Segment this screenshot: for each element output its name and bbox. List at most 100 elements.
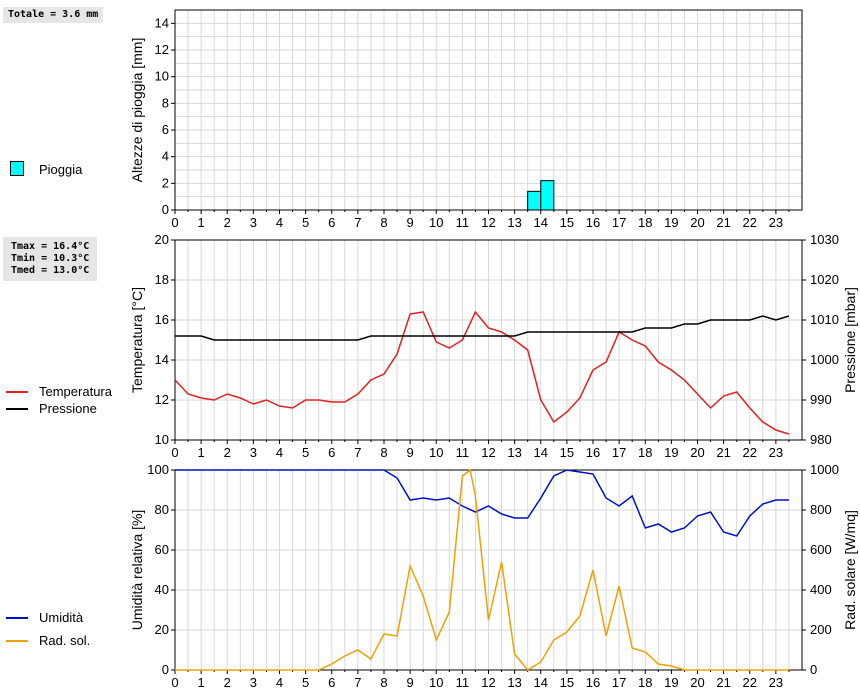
chart3-xtick-label: 12: [481, 675, 495, 690]
chart2-xtick-label: 7: [354, 445, 361, 460]
chart1-xtick-label: 6: [328, 215, 335, 230]
chart1-xtick-label: 4: [276, 215, 283, 230]
humidity-line: [175, 469, 789, 537]
chart2-xtick-label: 20: [690, 445, 704, 460]
chart3-ytick-label: 100: [147, 462, 169, 477]
chart2-ytick-label: 16: [155, 312, 169, 327]
chart3-xtick-label: 19: [664, 675, 678, 690]
rain-total-text: Totale = 3.6 mm: [8, 9, 99, 20]
chart3-ytick-label: 20: [155, 622, 169, 637]
chart2-xtick-label: 22: [743, 445, 757, 460]
chart1-xtick-label: 5: [302, 215, 309, 230]
temperature-summary: Tmax = 16.4°C Tmin = 10.3°C Tmed = 13.0°…: [3, 237, 98, 281]
chart1-xtick-label: 12: [481, 215, 495, 230]
chart2-y2tick-label: 980: [810, 432, 832, 447]
chart3-xtick-label: 1: [198, 675, 205, 690]
chart1-ylabel: Altezze di pioggia [mm]: [129, 38, 145, 183]
rain-bar: [540, 180, 555, 211]
chart3-xtick-label: 20: [690, 675, 704, 690]
chart3-xtick-label: 21: [716, 675, 730, 690]
chart1-ytick-label: 0: [162, 202, 169, 217]
chart2-y2tick-label: 1030: [810, 232, 839, 247]
chart3-xtick-label: 13: [507, 675, 521, 690]
chart3-xtick-label: 0: [171, 675, 178, 690]
chart3-ytick-label: 80: [155, 502, 169, 517]
chart3-xtick-label: 22: [743, 675, 757, 690]
chart2-xtick-label: 6: [328, 445, 335, 460]
chart2-xtick-label: 0: [171, 445, 178, 460]
chart2-xtick-label: 21: [716, 445, 730, 460]
chart3-y2tick-label: 400: [810, 582, 832, 597]
chart1-xtick-label: 8: [380, 215, 387, 230]
chart3-xtick-label: 9: [407, 675, 414, 690]
chart1-xtick-label: 21: [716, 215, 730, 230]
rain-bar: [527, 190, 542, 211]
chart3-y2tick-label: 800: [810, 502, 832, 517]
chart3-ytick-label: 60: [155, 542, 169, 557]
chart2-ylabel: Temperatura [°C]: [129, 287, 145, 393]
chart2-xtick-label: 16: [586, 445, 600, 460]
chart3-ytick-label: 40: [155, 582, 169, 597]
chart2-xtick-label: 18: [638, 445, 652, 460]
chart1-xtick-label: 20: [690, 215, 704, 230]
temperature-legend-swatch: [6, 391, 28, 393]
chart3-ylabel: Umidità relativa [%]: [129, 510, 145, 631]
chart2-y2tick-label: 1020: [810, 272, 839, 287]
chart1-xtick-label: 22: [743, 215, 757, 230]
chart2-y2label: Pressione [mbar]: [842, 287, 858, 393]
temperature-legend-label: Temperatura: [39, 384, 112, 399]
humidity-legend-label: Umidità: [39, 610, 84, 625]
chart2-xtick-label: 8: [380, 445, 387, 460]
chart1-xtick-label: 9: [407, 215, 414, 230]
chart2-y2tick-label: 1010: [810, 312, 839, 327]
chart3-xtick-label: 4: [276, 675, 283, 690]
chart1-xtick-label: 23: [769, 215, 783, 230]
chart3-xtick-label: 3: [250, 675, 257, 690]
chart3-y2tick-label: 600: [810, 542, 832, 557]
chart3-xtick-label: 15: [560, 675, 574, 690]
chart1-ytick-label: 4: [162, 149, 169, 164]
chart1-xtick-label: 3: [250, 215, 257, 230]
chart1-ytick-label: 14: [155, 15, 169, 30]
chart1-xtick-label: 1: [198, 215, 205, 230]
chart2-ytick-label: 18: [155, 272, 169, 287]
chart2-ytick-label: 14: [155, 352, 169, 367]
chart3-xtick-label: 14: [534, 675, 548, 690]
chart3-xtick-label: 17: [612, 675, 626, 690]
pressure-line: [175, 315, 790, 341]
chart3-y2label: Rad. solare [W/mq]: [842, 510, 858, 630]
chart2-xtick-label: 11: [456, 445, 470, 460]
pressure-legend-swatch: [6, 408, 28, 410]
chart2-xtick-label: 12: [481, 445, 495, 460]
pressure-legend-label: Pressione: [39, 401, 97, 416]
chart1-xtick-label: 13: [507, 215, 521, 230]
chart1-xtick-label: 17: [612, 215, 626, 230]
chart1-ytick-label: 6: [162, 122, 169, 137]
chart1-ytick-label: 8: [162, 95, 169, 110]
rain-legend-swatch: [10, 161, 24, 176]
radiation-legend-swatch: [6, 640, 28, 642]
chart1-xtick-label: 11: [456, 215, 470, 230]
chart1-ytick-label: 2: [162, 175, 169, 190]
tmax-text: Tmax = 16.4°C: [11, 241, 90, 252]
chart2-xtick-label: 9: [407, 445, 414, 460]
chart1-xtick-label: 18: [638, 215, 652, 230]
chart2-xtick-label: 3: [250, 445, 257, 460]
chart1-xtick-label: 19: [664, 215, 678, 230]
chart2-xtick-label: 4: [276, 445, 283, 460]
rain-legend-label: Pioggia: [39, 162, 83, 177]
chart3-y2tick-label: 1000: [810, 462, 839, 477]
chart3-xtick-label: 2: [224, 675, 231, 690]
chart3-ytick-label: 0: [162, 662, 169, 677]
chart3-xtick-label: 8: [380, 675, 387, 690]
chart3-xtick-label: 10: [429, 675, 443, 690]
chart1-xtick-label: 14: [534, 215, 548, 230]
chart2-ytick-label: 10: [155, 432, 169, 447]
chart3-xtick-label: 5: [302, 675, 309, 690]
chart3-xtick-label: 11: [456, 675, 470, 690]
chart2-xtick-label: 2: [224, 445, 231, 460]
chart2-xtick-label: 13: [507, 445, 521, 460]
chart2-xtick-label: 17: [612, 445, 626, 460]
chart3-y2tick-label: 0: [810, 662, 817, 677]
